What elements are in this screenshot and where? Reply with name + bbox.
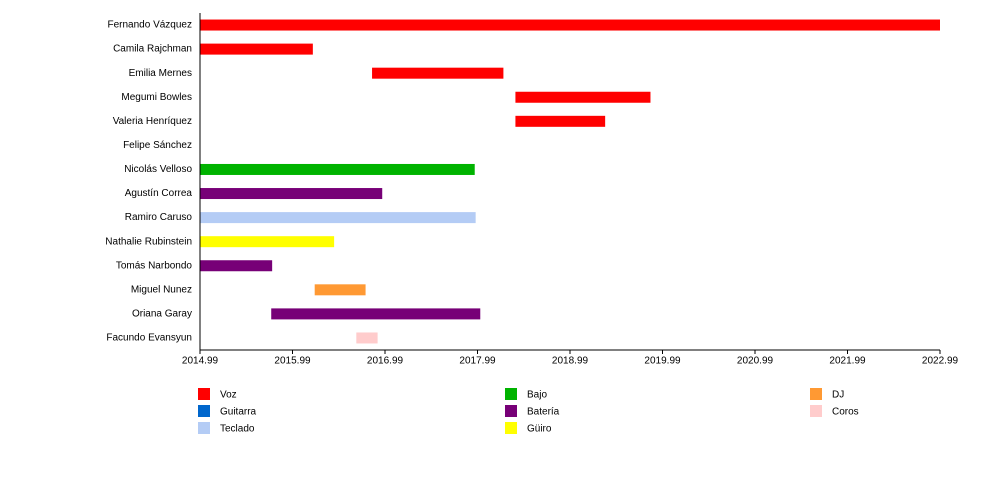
legend-label: Güiro	[527, 424, 552, 435]
row-label: Camila Rajchman	[113, 44, 192, 55]
bar	[515, 91, 651, 103]
legend-swatch	[505, 405, 517, 417]
legend-swatch	[810, 388, 822, 400]
bar	[200, 212, 476, 224]
bar	[200, 43, 313, 55]
legend-label: Batería	[527, 407, 560, 418]
legend-label: DJ	[832, 390, 844, 401]
legend-swatch	[810, 405, 822, 417]
row-label: Fernando Vázquez	[107, 20, 192, 31]
bar	[200, 19, 940, 31]
legend-label: Coros	[832, 407, 859, 418]
x-tick-label: 2020.99	[737, 356, 774, 367]
legend-swatch	[505, 422, 517, 434]
legend-swatch	[505, 388, 517, 400]
row-label: Nicolás Velloso	[124, 164, 192, 175]
bar	[200, 236, 335, 248]
x-tick-label: 2017.99	[459, 356, 496, 367]
row-label: Agustín Correa	[125, 188, 193, 199]
bar	[356, 332, 378, 344]
row-label: Megumi Bowles	[121, 92, 192, 103]
bar	[515, 115, 606, 127]
bar	[372, 67, 504, 79]
x-tick-label: 2015.99	[274, 356, 311, 367]
row-label: Oriana Garay	[132, 309, 192, 320]
bar	[314, 284, 366, 296]
legend-swatch	[198, 405, 210, 417]
x-tick-label: 2019.99	[644, 356, 681, 367]
bar	[200, 163, 475, 175]
legend-label: Guitarra	[220, 407, 257, 418]
row-label: Nathalie Rubinstein	[105, 236, 192, 247]
row-label: Tomás Narbondo	[116, 260, 193, 271]
row-label: Ramiro Caruso	[125, 212, 193, 223]
legend-swatch	[198, 422, 210, 434]
bar	[271, 308, 481, 320]
legend-label: Voz	[220, 390, 237, 401]
legend-swatch	[198, 388, 210, 400]
bar	[200, 260, 273, 272]
row-label: Facundo Evansyun	[106, 333, 192, 344]
bar	[200, 188, 383, 200]
x-tick-label: 2018.99	[552, 356, 589, 367]
row-label: Emilia Mernes	[129, 68, 192, 79]
row-label: Felipe Sánchez	[123, 140, 192, 151]
x-tick-label: 2022.99	[922, 356, 959, 367]
x-tick-label: 2021.99	[829, 356, 866, 367]
row-label: Miguel Nunez	[131, 284, 192, 295]
legend-label: Bajo	[527, 390, 547, 401]
x-tick-label: 2016.99	[367, 356, 404, 367]
legend-label: Teclado	[220, 424, 255, 435]
row-label: Valeria Henríquez	[113, 116, 192, 127]
x-tick-label: 2014.99	[182, 356, 219, 367]
